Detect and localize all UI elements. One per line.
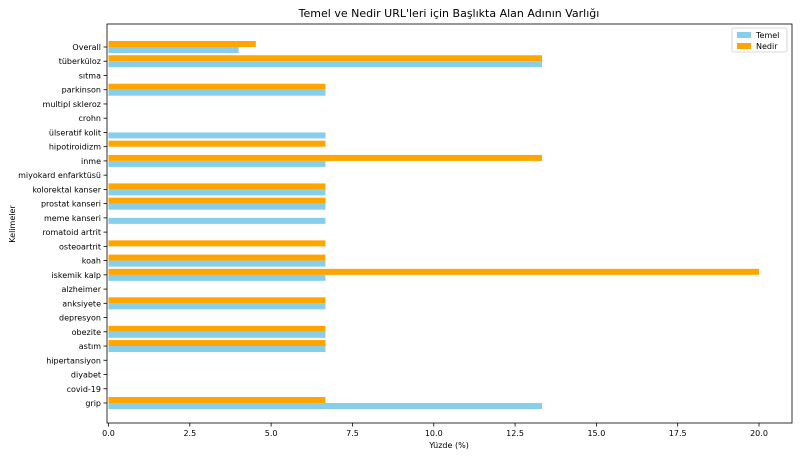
y-tick-label: alzheimer [61,285,101,294]
y-tick-label: iskemik kalp [51,271,101,280]
y-tick-label: hipotiroidizm [49,143,101,152]
x-tick-label: 0.0 [102,429,115,438]
x-tick-label: 2.5 [183,429,196,438]
bar-temel [108,274,326,281]
bar-temel [108,61,543,68]
y-tick-label: astım [79,342,101,351]
y-tick-label: covid-19 [67,385,101,394]
y-tick-label: depresyon [59,314,101,323]
legend-swatch [737,43,751,49]
y-tick-label: sıtma [79,71,101,80]
y-tick-label: miyokard enfarktüsü [18,171,101,180]
y-tick-label: Overall [72,43,101,52]
bar-nedir [108,268,759,275]
y-tick-label: meme kanseri [44,214,101,223]
y-tick-label: romatoid artrit [42,228,101,237]
x-tick-label: 5.0 [265,429,278,438]
bar-nedir [108,83,326,90]
y-tick-label: hipertansiyon [46,356,101,365]
bar-temel [108,331,326,338]
bar-temel [108,89,326,96]
y-tick-label: ülseratif kolit [49,128,101,137]
legend-swatch [737,32,751,38]
x-tick-label: 12.5 [506,429,524,438]
bar-temel [108,132,326,139]
bar-temel [108,260,326,267]
x-tick-label: 7.5 [346,429,359,438]
bar-nedir [108,140,326,147]
legend-label: Temel [755,31,779,40]
bar-temel [108,203,326,210]
y-tick-label: koah [82,257,101,266]
bar-temel [108,189,326,196]
y-axis-label: Kelimeler [8,205,17,243]
y-ticks: grip covid-19 diyabet hipertansiyon astım obe… [18,43,107,408]
bars-layer [108,41,759,409]
bar-nedir [108,240,326,247]
bar-nedir [108,154,543,161]
bar-temel [108,303,326,310]
bar-nedir [108,183,326,190]
y-tick-label: obezite [72,328,101,337]
y-tick-label: diyabet [71,371,101,380]
y-tick-label: grip [85,399,101,408]
x-tick-label: 15.0 [587,429,605,438]
bar-nedir [108,397,326,403]
bar-nedir [108,325,326,332]
bar-nedir [108,41,256,47]
y-tick-label: multipl skleroz [43,100,101,109]
chart-title: Temel ve Nedir URL'leri için Başlıkta Al… [298,7,600,20]
bar-nedir [108,254,326,261]
bar-nedir [108,197,326,204]
x-axis-label: Yüzde (%) [428,441,469,450]
y-tick-label: prostat kanseri [41,200,101,209]
x-ticks: 0.0 2.5 5.0 7.5 10.0 12.5 15.0 17.5 20.0 [102,423,768,438]
y-tick-label: tüberküloz [59,57,101,66]
bar-nedir [108,55,543,62]
y-tick-label: kolorektal kanser [32,185,101,194]
x-tick-label: 10.0 [425,429,443,438]
bar-temel [108,346,326,353]
y-tick-label: crohn [78,114,101,123]
bar-temel [108,217,326,224]
x-tick-label: 20.0 [750,429,768,438]
y-tick-label: osteoartrit [59,242,101,251]
y-tick-label: inme [81,157,101,166]
x-tick-label: 17.5 [669,429,687,438]
plot-frame [106,23,793,424]
y-tick-label: anksiyete [62,299,101,308]
bar-nedir [108,340,326,347]
legend-label: Nedir [756,42,778,51]
bar-nedir [108,297,326,304]
legend: Temel Nedir [731,27,788,53]
bar-temel [108,160,326,167]
bar-temel [108,403,543,409]
bar-temel [108,47,239,53]
y-tick-label: parkinson [62,86,101,95]
